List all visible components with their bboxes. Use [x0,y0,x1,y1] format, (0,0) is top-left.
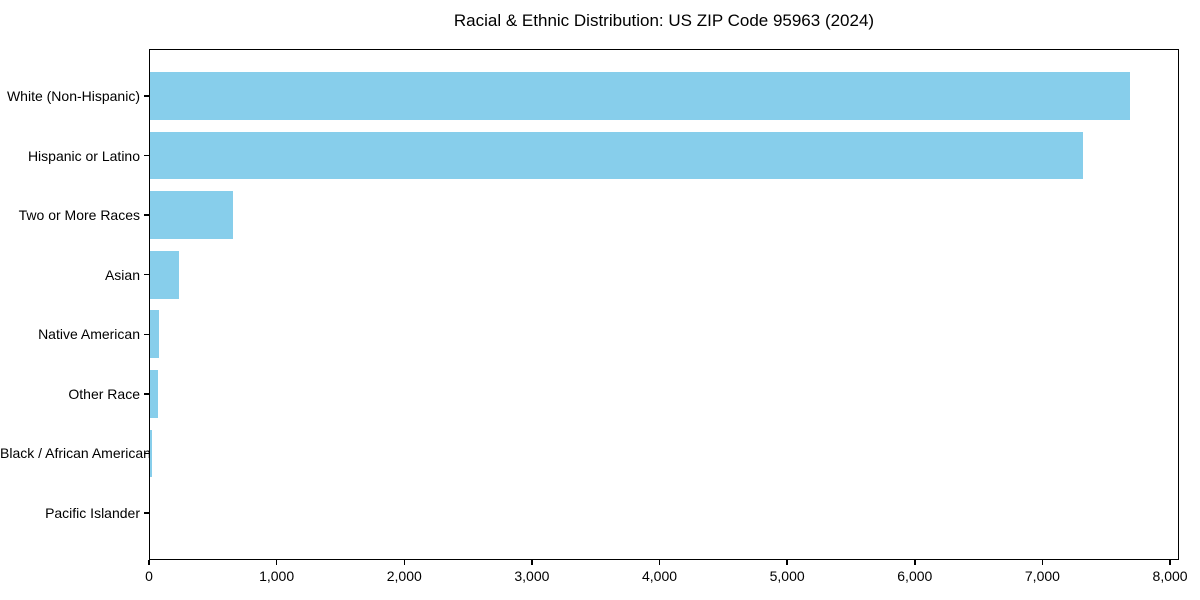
bar-native-american [149,310,160,359]
x-tick-label: 4,000 [642,568,678,584]
x-tick-label: 1,000 [259,568,295,584]
x-tick-label: 0 [145,568,153,584]
x-tick-mark [786,560,788,565]
x-tick-mark [1041,560,1044,565]
bar-hispanic-or-latino [149,131,1084,180]
y-axis-label: Two or More Races [18,207,140,224]
y-tick-mark [144,393,149,395]
x-tick-label: 2,000 [386,568,422,584]
plot-area [149,49,1179,560]
y-axis-label: White (Non-Hispanic) [6,88,140,105]
y-axis-label: Asian [104,266,140,283]
y-axis-label: Hispanic or Latino [27,147,140,164]
y-tick-mark [144,214,149,216]
y-axis-label: Pacific Islander [45,504,140,521]
chart-title: Racial & Ethnic Distribution: US ZIP Cod… [453,11,875,30]
y-tick-mark [144,273,149,276]
y-tick-mark [144,95,149,97]
x-tick-mark [403,560,406,565]
x-tick-label: 7,000 [1024,568,1060,584]
y-axis-label: Native American [38,326,140,343]
y-tick-mark [144,512,149,514]
x-tick-mark [914,560,916,565]
x-tick-mark [658,560,661,565]
y-tick-mark [144,452,149,455]
y-axis-label: Other Race [68,385,140,402]
bar-two-or-more-races [149,191,234,239]
x-tick-mark [531,560,533,565]
x-tick-label: 8,000 [1152,568,1188,584]
x-tick-label: 5,000 [769,568,805,584]
x-tick-mark [148,560,150,565]
y-tick-mark [144,333,149,336]
y-axis-label: Black / African American [0,445,151,462]
x-tick-mark [1169,560,1171,565]
bar-asian [149,250,179,299]
x-tick-mark [275,560,278,565]
bar-other-race [149,370,158,418]
x-tick-label: 6,000 [897,568,933,584]
bar-white-non-hispanic [149,72,1131,120]
y-tick-mark [144,154,149,157]
x-tick-label: 3,000 [514,568,550,584]
bar-black-african-american [149,429,152,478]
